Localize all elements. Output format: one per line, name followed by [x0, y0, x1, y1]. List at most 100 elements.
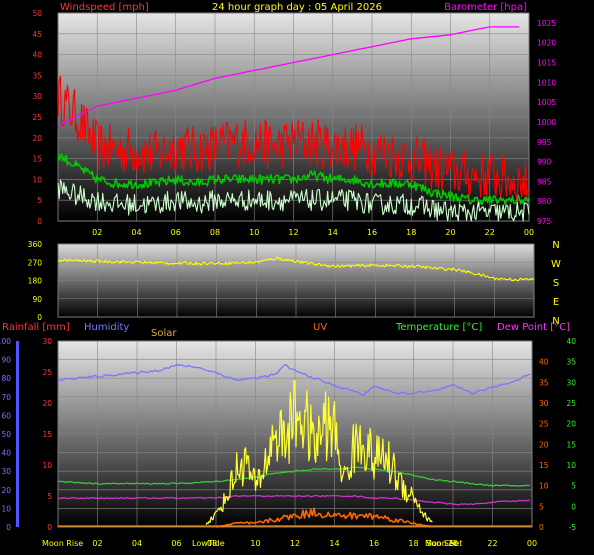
- wind-series: [57, 26, 530, 222]
- rainfall-tick: 5: [47, 492, 52, 501]
- rainfall-tick: 10: [42, 461, 52, 470]
- compass-label: E: [553, 297, 559, 308]
- temperature-tick: 35: [566, 358, 576, 367]
- barometer-line: [57, 26, 520, 127]
- humidity-tick: 0: [6, 523, 11, 532]
- weather-time-tick: 20: [448, 539, 458, 548]
- temperature-tick: 40: [566, 337, 576, 346]
- windspeed-tick: 0: [37, 217, 42, 226]
- gust-line: [57, 75, 530, 205]
- humidity-line: [58, 363, 531, 396]
- wind-time-tick: 12: [288, 228, 298, 237]
- temperature-tick: 10: [566, 461, 576, 470]
- rainfall-tick: 25: [42, 368, 52, 377]
- temperature-tick: 30: [566, 378, 576, 387]
- humidity-label: Humidity: [84, 322, 129, 333]
- uv-tick: 30: [539, 399, 549, 408]
- barometer-axis: 975 980 985 990 995 1000 1005 1010 1015 1020 1025: [537, 19, 556, 226]
- windspeed-axis-label: Windspeed [mph]: [60, 2, 149, 13]
- weather-time-tick: 10: [250, 539, 260, 548]
- average-line: [57, 153, 530, 206]
- direction-tick: 270: [28, 258, 43, 267]
- weather-time-tick: 02: [92, 539, 102, 548]
- wind-time-tick: 06: [171, 228, 181, 237]
- windspeed-tick: 5: [37, 196, 42, 205]
- wind-time-tick: 02: [92, 228, 102, 237]
- uv-tick: 15: [539, 461, 549, 470]
- wind-time-tick: 08: [210, 228, 220, 237]
- humidity-tick: 90: [1, 356, 11, 365]
- humidity-tick: 30: [1, 467, 11, 476]
- temperature-tick: 5: [571, 482, 576, 491]
- windspeed-tick: 15: [32, 155, 42, 164]
- wind-time-tick: 16: [367, 228, 377, 237]
- windspeed-tick: 25: [32, 113, 42, 122]
- barometer-tick: 1000: [537, 118, 556, 127]
- dewpoint-label: Dew Point [°C]: [497, 322, 570, 333]
- uv-tick: 5: [539, 502, 544, 511]
- compass-label: W: [551, 259, 561, 270]
- sun-set-label: Sun Set: [426, 539, 457, 548]
- barometer-tick: 1015: [537, 59, 556, 68]
- temperature-tick: -5: [569, 523, 577, 532]
- barometer-tick: 1020: [537, 39, 556, 48]
- wind-time-tick: 04: [131, 228, 141, 237]
- windspeed-axis: 0 5 10 15 20 25 30 35 40 45 50: [32, 9, 42, 226]
- weather-time-tick: 18: [408, 539, 418, 548]
- windspeed-tick: 35: [32, 71, 42, 80]
- uv-label: UV: [313, 322, 327, 333]
- chart-title: 24 hour graph day : 05 April 2026: [212, 2, 382, 13]
- barometer-tick: 1005: [537, 98, 556, 107]
- windspeed-line: [57, 179, 530, 222]
- humidity-axis: 0 10 20 30 40 50 60 70 80 90 100: [0, 337, 11, 532]
- direction-tick: 360: [28, 240, 43, 249]
- rainfall-label: Rainfall [mm]: [2, 322, 70, 333]
- temperature-axis: -5 0 5 10 15 20 25 30 35 40: [566, 337, 576, 532]
- uv-tick: 35: [539, 378, 549, 387]
- rainfall-tick: 15: [42, 430, 52, 439]
- uv-tick: 20: [539, 440, 549, 449]
- wind-grid: [58, 12, 530, 222]
- weather-time-tick: 14: [329, 539, 339, 548]
- humidity-axis-bar: [16, 341, 19, 527]
- weather-time-tick: 16: [369, 539, 379, 548]
- wind-time-tick: 18: [406, 228, 416, 237]
- weather-time-tick: 06: [171, 539, 181, 548]
- weather-series: [57, 363, 532, 528]
- barometer-tick: 995: [537, 138, 552, 147]
- direction-series: [57, 256, 535, 282]
- direction-tick: 90: [32, 295, 42, 304]
- solar-line: [205, 379, 433, 525]
- humidity-tick: 80: [1, 374, 11, 383]
- wind-time-axis: 02 04 06 08 10 12 14 16 18 20 22 00: [92, 228, 534, 237]
- humidity-tick: 10: [1, 504, 11, 513]
- temperature-tick: 0: [571, 502, 576, 511]
- humidity-tick: 100: [0, 337, 11, 346]
- temperature-tick: 20: [566, 420, 576, 429]
- temperature-label: Temperature [°C]: [395, 322, 482, 333]
- uv-tick: 40: [539, 358, 549, 367]
- weather-time-tick: 22: [487, 539, 497, 548]
- low-tide-label: LowTide: [192, 539, 225, 548]
- humidity-tick: 60: [1, 411, 11, 420]
- barometer-tick: 985: [537, 177, 552, 186]
- humidity-tick: 20: [1, 486, 11, 495]
- weather-time-axis: 02 04 06 10 12 14 16 18 20 22 00: [92, 539, 537, 548]
- weather-time-tick: 12: [290, 539, 300, 548]
- humidity-tick: 40: [1, 449, 11, 458]
- barometer-tick: 990: [537, 158, 552, 167]
- wind-time-tick: 00: [524, 228, 534, 237]
- windspeed-tick: 40: [32, 51, 42, 60]
- windspeed-tick: 50: [32, 9, 42, 18]
- wind-direction-line: [57, 256, 535, 282]
- rainfall-tick: 0: [47, 523, 52, 532]
- direction-axis: 0 90 180 270 360: [28, 240, 43, 322]
- wind-time-tick: 14: [328, 228, 338, 237]
- temperature-tick: 25: [566, 399, 576, 408]
- dewpoint-line: [57, 494, 531, 506]
- windspeed-tick: 20: [32, 134, 42, 143]
- compass-label: S: [553, 278, 559, 289]
